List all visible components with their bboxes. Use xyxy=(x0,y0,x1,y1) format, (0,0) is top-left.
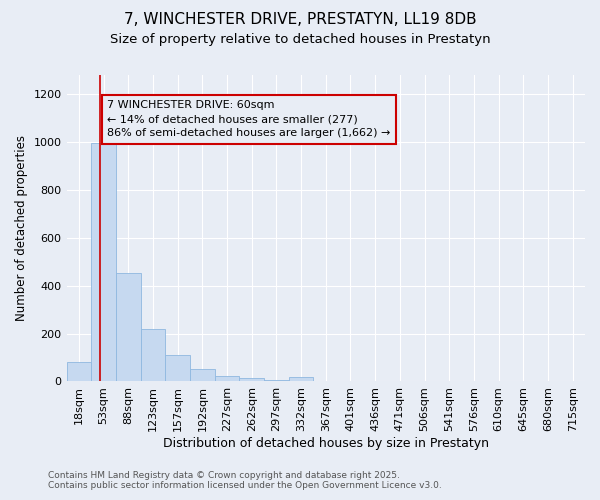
X-axis label: Distribution of detached houses by size in Prestatyn: Distribution of detached houses by size … xyxy=(163,437,489,450)
Text: 7, WINCHESTER DRIVE, PRESTATYN, LL19 8DB: 7, WINCHESTER DRIVE, PRESTATYN, LL19 8DB xyxy=(124,12,476,28)
Bar xyxy=(264,380,289,382)
Bar xyxy=(190,370,215,382)
Bar xyxy=(165,355,190,382)
Bar xyxy=(67,362,91,382)
Bar xyxy=(239,378,264,382)
Text: 7 WINCHESTER DRIVE: 60sqm
← 14% of detached houses are smaller (277)
86% of semi: 7 WINCHESTER DRIVE: 60sqm ← 14% of detac… xyxy=(107,100,391,138)
Y-axis label: Number of detached properties: Number of detached properties xyxy=(15,135,28,321)
Bar xyxy=(116,272,140,382)
Text: Size of property relative to detached houses in Prestatyn: Size of property relative to detached ho… xyxy=(110,32,490,46)
Bar xyxy=(140,329,165,382)
Bar xyxy=(91,143,116,382)
Text: Contains HM Land Registry data © Crown copyright and database right 2025.
Contai: Contains HM Land Registry data © Crown c… xyxy=(48,470,442,490)
Bar xyxy=(289,376,313,382)
Bar xyxy=(215,376,239,382)
